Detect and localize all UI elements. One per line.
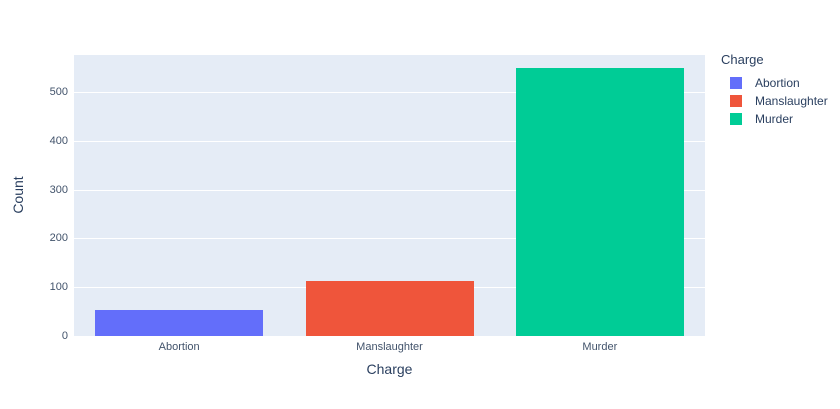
x-tick-label: Manslaughter <box>356 341 423 353</box>
y-tick-label: 0 <box>61 330 68 342</box>
legend: Charge Abortion Manslaughter Murder <box>719 52 839 128</box>
y-tick-label: 400 <box>49 134 68 147</box>
legend-swatch-icon <box>730 95 742 107</box>
x-axis-title: Charge <box>366 361 413 377</box>
gridline <box>74 189 705 191</box>
y-tick-label: 500 <box>49 86 68 99</box>
y-tick-label: 300 <box>49 183 68 196</box>
bar-murder[interactable] <box>515 67 684 336</box>
legend-item-manslaughter[interactable]: Manslaughter <box>719 92 839 110</box>
bar-abortion[interactable] <box>95 309 264 336</box>
legend-item-abortion[interactable]: Abortion <box>719 74 839 92</box>
legend-title: Charge <box>721 52 764 67</box>
legend-swatch-icon <box>730 113 742 125</box>
gridline <box>74 238 705 240</box>
legend-item-murder[interactable]: Murder <box>719 110 839 128</box>
x-tick-label: Abortion <box>158 341 200 353</box>
legend-item-label: Manslaughter <box>755 94 828 108</box>
legend-swatch-icon <box>730 77 742 89</box>
gridline <box>74 140 705 142</box>
legend-items: Abortion Manslaughter Murder <box>719 74 839 128</box>
x-tick-label: Murder <box>582 341 618 353</box>
legend-item-label: Abortion <box>755 76 800 90</box>
y-tick-label: 200 <box>49 232 68 245</box>
legend-item-label: Murder <box>755 112 794 126</box>
bar-manslaughter[interactable] <box>305 281 474 336</box>
y-tick-label: 100 <box>49 281 68 294</box>
gridline <box>74 92 705 94</box>
